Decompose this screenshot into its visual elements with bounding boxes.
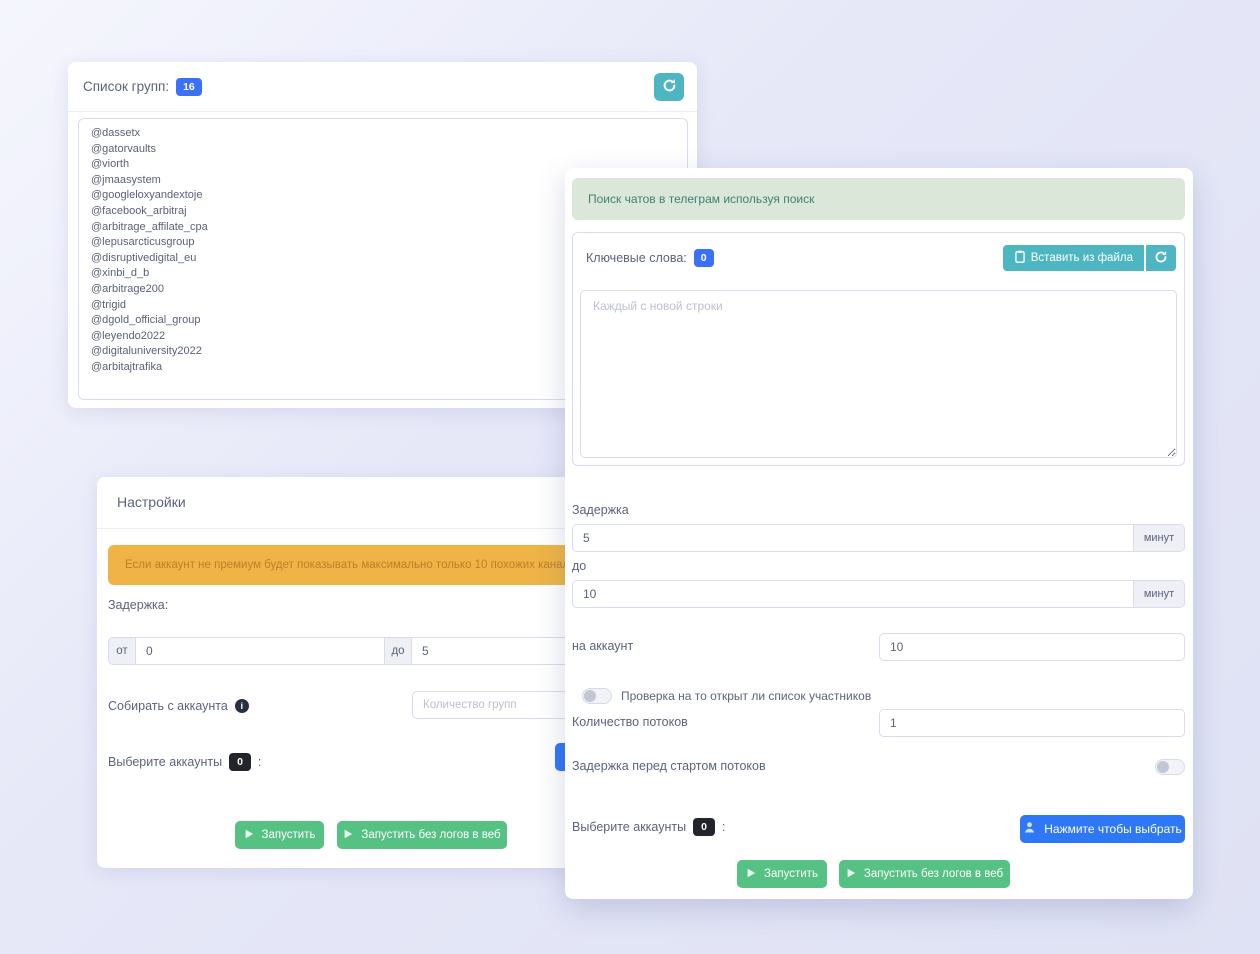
divider (97, 528, 697, 529)
group-handle: @digitaluniversity2022 (91, 345, 202, 358)
info-icon[interactable]: i (234, 699, 249, 713)
check-members-toggle[interactable] (582, 688, 612, 704)
check-members-row: Проверка на то открыт ли список участник… (582, 688, 871, 704)
check-members-label: Проверка на то открыт ли список участник… (621, 689, 872, 703)
delay-to-group: минут (572, 580, 1185, 608)
group-handle: @facebook_arbitraj (91, 204, 187, 217)
play-icon (746, 868, 756, 881)
choose-accounts-row: Выберите аккаунты 0 : (572, 818, 725, 836)
collect-from-account-label: Собирать с аккаунта (108, 699, 228, 713)
search-info-banner: Поиск чатов в телеграм используя поиск (572, 178, 1185, 220)
delay-from-group: минут (572, 524, 1185, 552)
run-without-logs-label: Запустить без логов в веб (863, 868, 1004, 880)
accounts-count-badge: 0 (229, 753, 251, 771)
threads-label: Количество потоков (572, 715, 688, 729)
minutes-suffix: минут (1133, 524, 1185, 552)
delay-before-start-toggle[interactable] (1155, 759, 1185, 775)
to-label: до (572, 559, 587, 573)
groups-count-badge: 16 (176, 77, 202, 96)
threads-input[interactable] (879, 709, 1185, 737)
clipboard-paste-icon (1014, 250, 1026, 266)
from-addon: от (108, 637, 136, 665)
paste-from-file-button[interactable]: Вставить из файла (1002, 245, 1144, 271)
group-handle: @arbitrage200 (91, 282, 164, 295)
paste-from-file-label: Вставить из файла (1030, 252, 1133, 264)
refresh-icon (1154, 250, 1168, 267)
run-without-logs-label: Запустить без логов в веб (361, 829, 501, 841)
keywords-card-header: Ключевые слова: 0 Вставить из файла (573, 233, 1184, 283)
run-without-logs-button[interactable]: Запустить без логов в веб (337, 821, 507, 849)
keywords-label: Ключевые слова: (586, 251, 687, 265)
delay-label: Задержка: (108, 598, 169, 612)
per-account-input[interactable] (879, 633, 1185, 661)
play-icon (244, 829, 254, 842)
delay-from-input[interactable] (135, 637, 385, 665)
group-handle: @viorth (91, 158, 130, 171)
groups-list[interactable]: @dassetx @gatorvaults @viorth @jmaasyste… (78, 118, 688, 400)
run-button[interactable]: Запустить (737, 860, 827, 888)
choose-accounts-row: Выберите аккаунты 0 : (108, 753, 261, 771)
settings-title: Настройки (117, 494, 186, 510)
group-handle: @googleloxyandextoje (91, 189, 203, 202)
group-handle: @jmaasystem (91, 173, 161, 186)
group-handle: @lepusarcticusgroup (91, 236, 195, 249)
group-handle: @dgold_official_group (91, 314, 201, 327)
per-account-label: на аккаунт (572, 639, 634, 653)
select-accounts-button[interactable]: Нажмите чтобы выбрать (1020, 815, 1185, 843)
run-without-logs-button[interactable]: Запустить без логов в веб (839, 860, 1010, 888)
colon: : (721, 820, 726, 834)
groups-panel-header: Список групп: 16 (68, 62, 697, 112)
group-handle: @trigid (91, 298, 127, 311)
delay-from-input[interactable] (572, 524, 1134, 552)
group-handle: @gatorvaults (91, 142, 156, 155)
group-handle: @xinbi_d_b (91, 267, 150, 280)
group-handle: @dassetx (91, 127, 141, 139)
play-icon (343, 829, 353, 842)
delay-before-start-label: Задержка перед стартом потоков (572, 759, 766, 773)
keywords-count-badge: 0 (693, 249, 714, 267)
run-button[interactable]: Запустить (235, 821, 324, 849)
group-handle: @arbitrage_affilate_cpa (91, 220, 208, 233)
run-button-label: Запустить (261, 829, 316, 841)
run-button-label: Запустить (764, 868, 818, 880)
person-icon (1023, 821, 1036, 837)
group-handle: @leyendo2022 (91, 329, 166, 342)
choose-accounts-label: Выберите аккаунты (108, 755, 223, 769)
delay-label: Задержка (572, 503, 629, 517)
group-handle: @disruptivedigital_eu (91, 251, 197, 264)
play-icon (846, 868, 856, 881)
keywords-toolbar: Вставить из файла (1002, 245, 1176, 271)
select-accounts-label: Нажмите чтобы выбрать (1044, 822, 1182, 836)
groups-title: Список групп: (83, 79, 170, 94)
keywords-card: Ключевые слова: 0 Вставить из файла (572, 232, 1185, 466)
colon: : (257, 755, 262, 769)
delay-to-input[interactable] (572, 580, 1134, 608)
collect-row: Собирать с аккаунта i (108, 699, 249, 713)
refresh-groups-button[interactable] (654, 72, 684, 101)
keywords-textarea[interactable] (580, 290, 1177, 458)
refresh-keywords-button[interactable] (1146, 245, 1176, 271)
chat-search-panel: Поиск чатов в телеграм используя поиск К… (565, 168, 1193, 899)
to-addon: до (384, 637, 412, 665)
choose-accounts-label: Выберите аккаунты (572, 820, 687, 834)
group-handle: @arbitajtrafika (91, 360, 163, 373)
refresh-icon (662, 78, 677, 96)
minutes-suffix: минут (1133, 580, 1185, 608)
accounts-count-badge: 0 (693, 818, 715, 836)
